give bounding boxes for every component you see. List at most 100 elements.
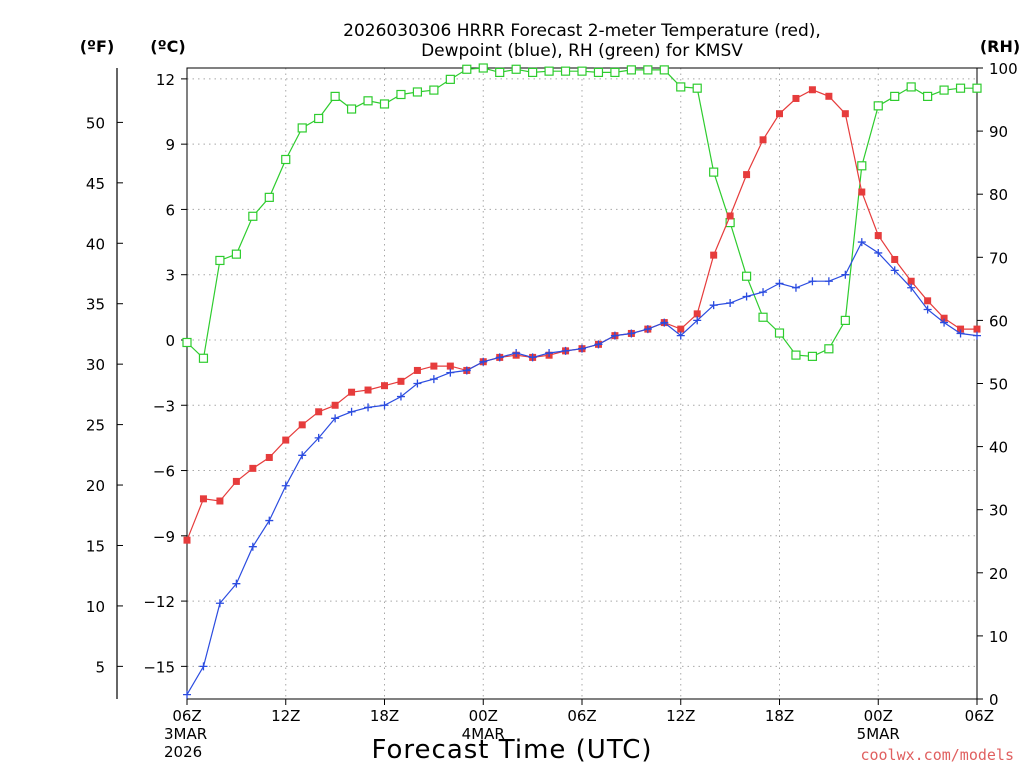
- temperature-point: [891, 255, 899, 263]
- rh-point: [462, 64, 472, 74]
- dewpoint-point: [495, 353, 504, 362]
- temperature-point: [907, 277, 915, 285]
- dewpoint-point: [709, 301, 718, 310]
- dewpoint-point: [857, 238, 866, 247]
- temperature-point: [776, 110, 783, 118]
- fahrenheit-tick-label: 50: [86, 114, 105, 132]
- dewpoint-point: [446, 368, 455, 377]
- temperature-point: [693, 310, 701, 318]
- rh-tick-label: 100: [989, 60, 1018, 78]
- fahrenheit-tick-label: 40: [86, 235, 105, 253]
- temperature-point: [973, 325, 981, 333]
- dewpoint-point: [512, 349, 521, 358]
- dewpoint-point: [364, 403, 373, 412]
- dewpoint-point: [907, 283, 916, 292]
- temperature-point: [759, 136, 767, 144]
- dewpoint-point: [643, 325, 652, 334]
- temperature-point: [413, 366, 421, 374]
- celsius-tick-label: −15: [143, 658, 175, 676]
- fahrenheit-axis: 50 45 40 35 30 25 20 15 10 5: [86, 114, 123, 676]
- rh-point: [955, 83, 966, 93]
- rh-point: [824, 344, 834, 354]
- rh-point: [758, 312, 768, 322]
- temperature-point: [265, 453, 273, 461]
- dewpoint-point: [298, 451, 307, 460]
- temperature-point: [298, 421, 306, 429]
- time-tick-label: 06Z: [965, 707, 994, 725]
- temperature-point: [808, 86, 816, 94]
- rh-point: [840, 315, 850, 325]
- rh-point: [511, 64, 521, 74]
- dewpoint-point: [627, 329, 636, 338]
- rh-point: [906, 82, 916, 92]
- temperature-point: [677, 325, 685, 333]
- rh-point: [198, 353, 209, 363]
- rh-point: [528, 67, 538, 78]
- temperature-point: [825, 92, 833, 100]
- temperature-point: [199, 495, 207, 503]
- dewpoint-point: [479, 357, 488, 366]
- temperature-point: [743, 171, 751, 179]
- rh-point: [379, 99, 390, 109]
- temperature-point: [232, 477, 240, 485]
- rh-point: [396, 89, 406, 100]
- rh-point: [610, 67, 620, 78]
- dewpoint-point: [281, 481, 290, 490]
- celsius-tick-label: 0: [165, 332, 175, 350]
- temperature-point: [282, 436, 290, 444]
- rh-point: [626, 65, 636, 75]
- time-tick-label: 18Z: [765, 707, 794, 725]
- rh-tick-label: 10: [989, 628, 1008, 646]
- rh-line: [186, 67, 977, 360]
- series-dewpoint: [183, 238, 981, 699]
- dewpoint-point: [545, 349, 554, 358]
- fahrenheit-tick-label: 45: [86, 175, 105, 193]
- rh-tick-label: 20: [989, 565, 1008, 583]
- dewpoint-point: [610, 331, 619, 340]
- dewpoint-point: [248, 542, 257, 551]
- series-rh: [182, 63, 982, 363]
- time-tick-label: 00Z: [864, 707, 893, 725]
- temperature-point: [858, 188, 866, 196]
- dewpoint-point: [265, 516, 274, 525]
- time-year-label: 2026: [164, 743, 202, 761]
- temperature-point: [957, 325, 965, 333]
- rh-point: [873, 101, 883, 111]
- time-date-label: 5MAR: [857, 725, 900, 743]
- dewpoint-point: [396, 392, 405, 401]
- rh-point: [577, 66, 587, 76]
- celsius-axis: 12 9 6 3 0 −3 −6 −9 −12 −15: [143, 71, 187, 676]
- rh-point: [544, 66, 554, 76]
- rh-point: [412, 87, 423, 97]
- rh-point: [774, 328, 785, 338]
- rh-point: [659, 65, 669, 75]
- rh-point: [923, 91, 933, 101]
- temperature-point: [874, 232, 882, 240]
- dewpoint-point: [594, 340, 603, 349]
- rh-point: [890, 91, 900, 101]
- dewpoint-point: [232, 579, 241, 588]
- time-tick-label: 18Z: [370, 707, 399, 725]
- rh-tick-label: 30: [989, 502, 1008, 520]
- dewpoint-point: [347, 407, 356, 416]
- temperature-point: [348, 388, 356, 396]
- rh-tick-label: 50: [989, 376, 1008, 394]
- dewpoint-point: [824, 277, 833, 286]
- time-date-label: 3MAR: [164, 725, 207, 743]
- rh-point: [857, 161, 867, 171]
- temperature-point: [726, 212, 734, 220]
- rh-tick-label: 60: [989, 312, 1008, 330]
- dewpoint-point: [413, 379, 422, 388]
- celsius-tick-label: −12: [143, 593, 175, 611]
- rh-point: [429, 85, 439, 95]
- fahrenheit-tick-label: 20: [86, 477, 105, 495]
- rh-point: [692, 83, 702, 93]
- celsius-axis-unit: (ºC): [150, 37, 185, 56]
- rh-point: [281, 154, 291, 165]
- dewpoint-point: [183, 690, 191, 699]
- rh-point: [231, 249, 241, 259]
- dewpoint-point: [808, 277, 817, 286]
- dewpoint-point: [973, 331, 981, 340]
- grid: [187, 68, 977, 699]
